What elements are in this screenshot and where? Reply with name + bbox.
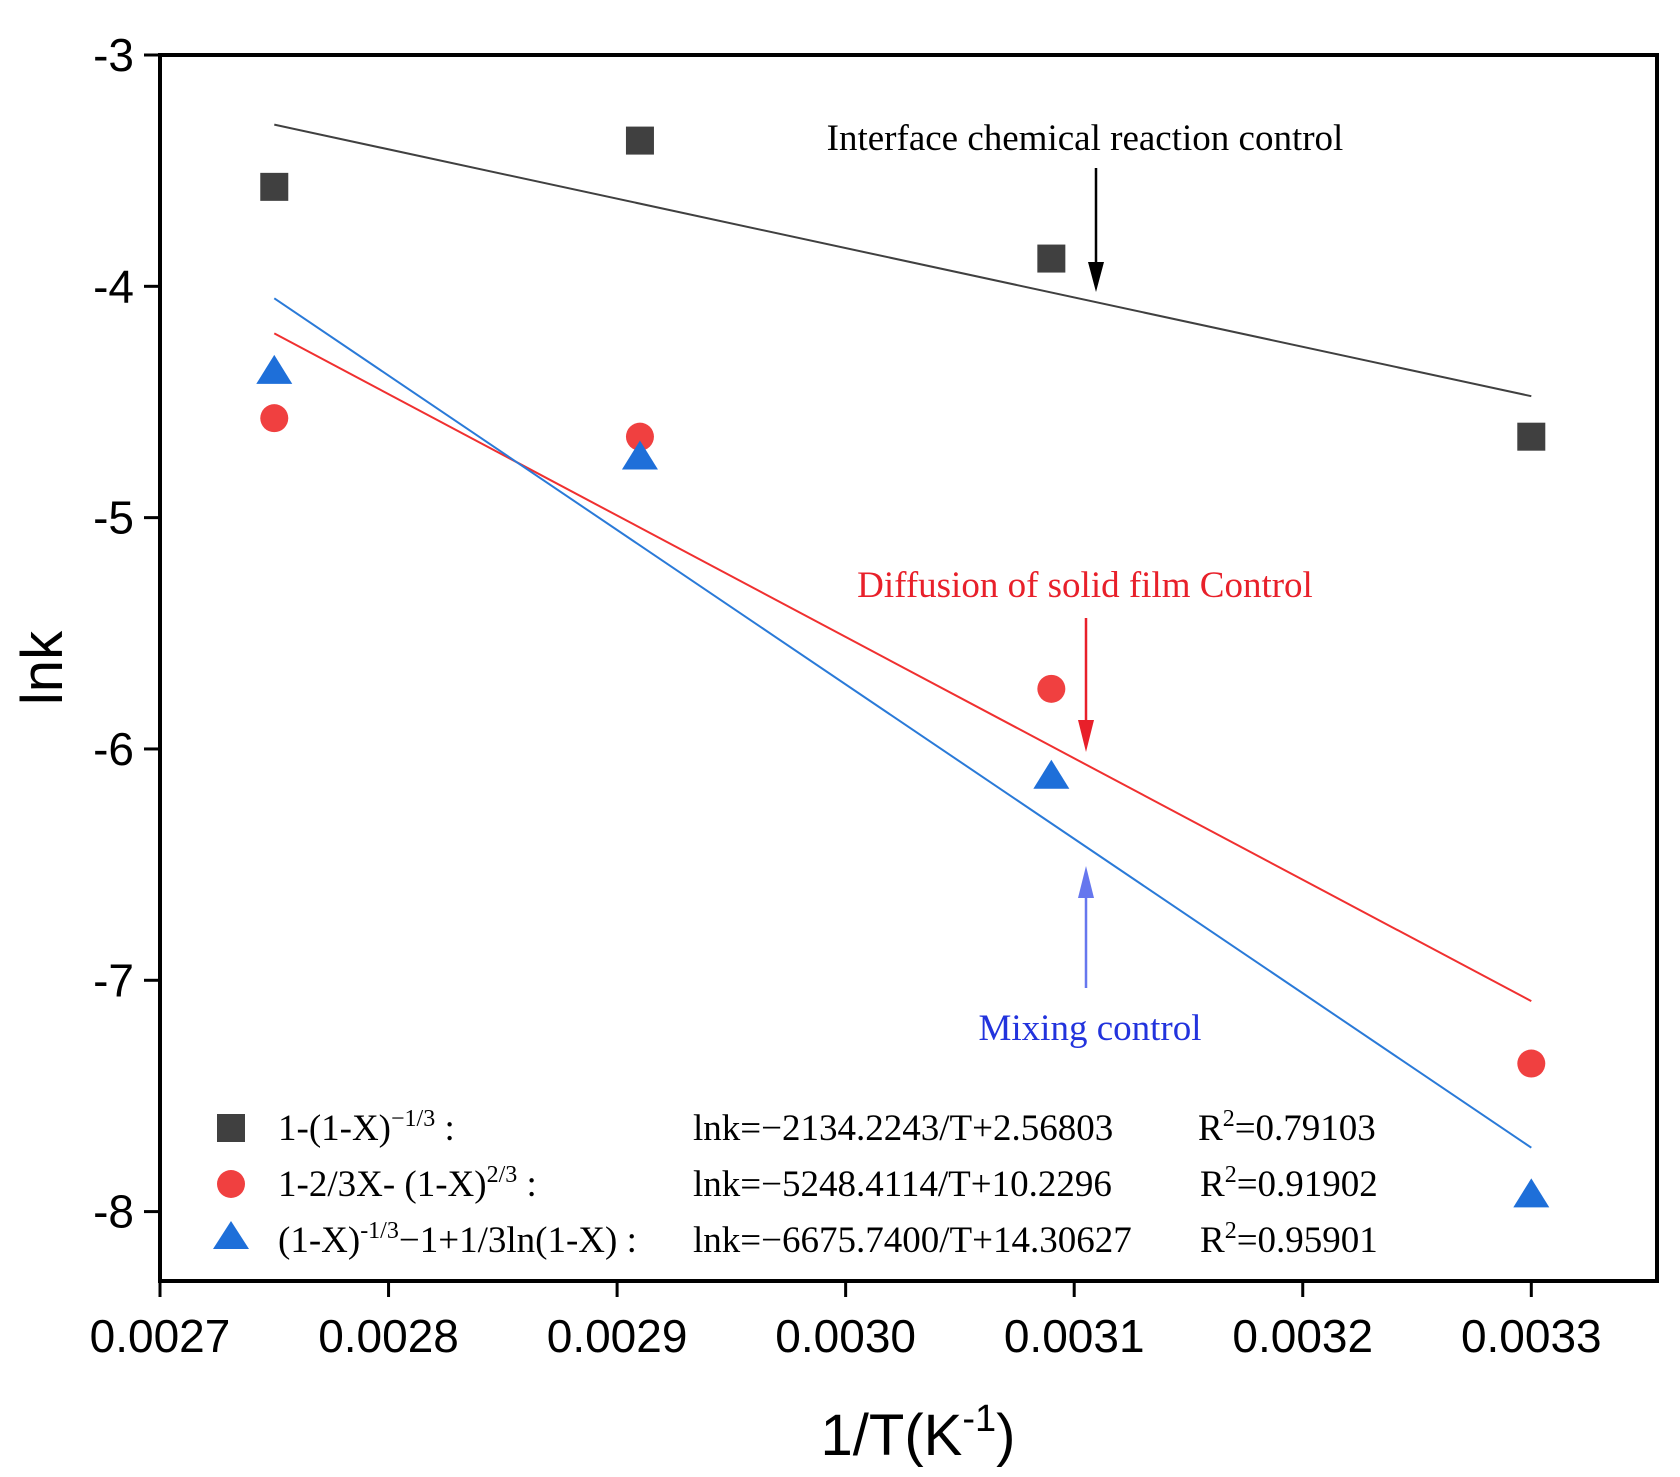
x-axis-title-close: ) [996, 1403, 1015, 1468]
legend-equation-2: lnk=−5248.4114/T+10.2296 [693, 1164, 1112, 1205]
legend-r2-3: R2=0.95901 [1200, 1218, 1378, 1261]
legend-marker-circle [217, 1170, 245, 1198]
annotation-diffusion: Diffusion of solid film Control [857, 565, 1313, 752]
annotation-interface-arrowhead [1088, 262, 1104, 292]
annotation-mixing-arrowhead [1078, 866, 1094, 898]
fit-lines [273, 123, 1532, 1149]
fit-line-mixing [273, 297, 1532, 1149]
data-point-triangle [1033, 759, 1070, 789]
x-tick-label: 0.0033 [1461, 1310, 1602, 1362]
y-tick-label: -7 [93, 954, 134, 1006]
annotation-mixing: Mixing control [978, 866, 1202, 1049]
data-point-square [1517, 422, 1546, 451]
x-tick-label: 0.0028 [318, 1310, 459, 1362]
fit-line-interface [274, 123, 1532, 398]
y-tick-label: -8 [93, 1186, 134, 1238]
data-point-circle [260, 404, 289, 433]
y-tick-label: -6 [93, 723, 134, 775]
y-tick-label: -5 [93, 492, 134, 544]
data-point-triangle [621, 440, 658, 470]
x-tick-label: 0.0032 [1232, 1310, 1373, 1362]
data-point-square [1037, 244, 1066, 273]
legend-r2-1: R2=0.79103 [1198, 1106, 1376, 1149]
annotation-diffusion-arrowhead [1078, 720, 1094, 752]
plot-frame [158, 53, 1659, 1283]
x-tick-label: 0.0030 [775, 1310, 916, 1362]
legend-equation-1: lnk=−2134.2243/T+2.56803 [693, 1108, 1113, 1149]
fit-line-diffusion [273, 332, 1532, 1003]
x-axis-title-base: 1/T(K [821, 1403, 963, 1468]
legend-label-2: 1-2/3X- (1-X)2/3 : [278, 1162, 537, 1205]
data-point-triangle [1513, 1178, 1550, 1208]
data-point-triangle [256, 354, 293, 384]
data-point-circle [1037, 674, 1066, 703]
data-point-circle [625, 422, 654, 451]
legend-marker-triangle [213, 1221, 249, 1249]
y-tick-label: -3 [93, 29, 134, 81]
y-axis-title: lnk [10, 630, 75, 705]
legend-label-3: (1-X)-1/3−1+1/3ln(1-X) : [278, 1218, 637, 1261]
annotation-interface: Interface chemical reaction control [827, 118, 1344, 292]
legend: 1-(1-X)−1/3 : lnk=−2134.2243/T+2.56803 R… [213, 1106, 1378, 1261]
y-tick-label: -4 [93, 260, 134, 312]
y-axis-ticks: -3 -4 -5 -6 -7 -8 [93, 29, 160, 1238]
annotation-interface-text: Interface chemical reaction control [827, 118, 1344, 159]
data-point-square [260, 172, 289, 201]
annotation-diffusion-text: Diffusion of solid film Control [857, 565, 1313, 606]
data-point-circle [1517, 1049, 1546, 1078]
legend-equation-3: lnk=−6675.7400/T+14.30627 [693, 1220, 1132, 1261]
data-point-square [625, 126, 654, 155]
x-axis-title-sup: -1 [962, 1398, 996, 1440]
annotation-mixing-text: Mixing control [978, 1008, 1201, 1049]
legend-marker-square [217, 1114, 245, 1142]
data-markers [256, 126, 1550, 1208]
x-tick-label: 0.0031 [1004, 1310, 1145, 1362]
x-tick-label: 0.0027 [90, 1310, 231, 1362]
legend-r2-2: R2=0.91902 [1200, 1162, 1378, 1205]
x-axis-title: 1/T(K-1) [821, 1398, 1016, 1468]
legend-label-1: 1-(1-X)−1/3 : [278, 1106, 455, 1149]
x-tick-label: 0.0029 [547, 1310, 688, 1362]
x-axis-ticks: 0.0027 0.0028 0.0029 0.0030 0.0031 0.0032 0.00… [90, 1281, 1602, 1362]
